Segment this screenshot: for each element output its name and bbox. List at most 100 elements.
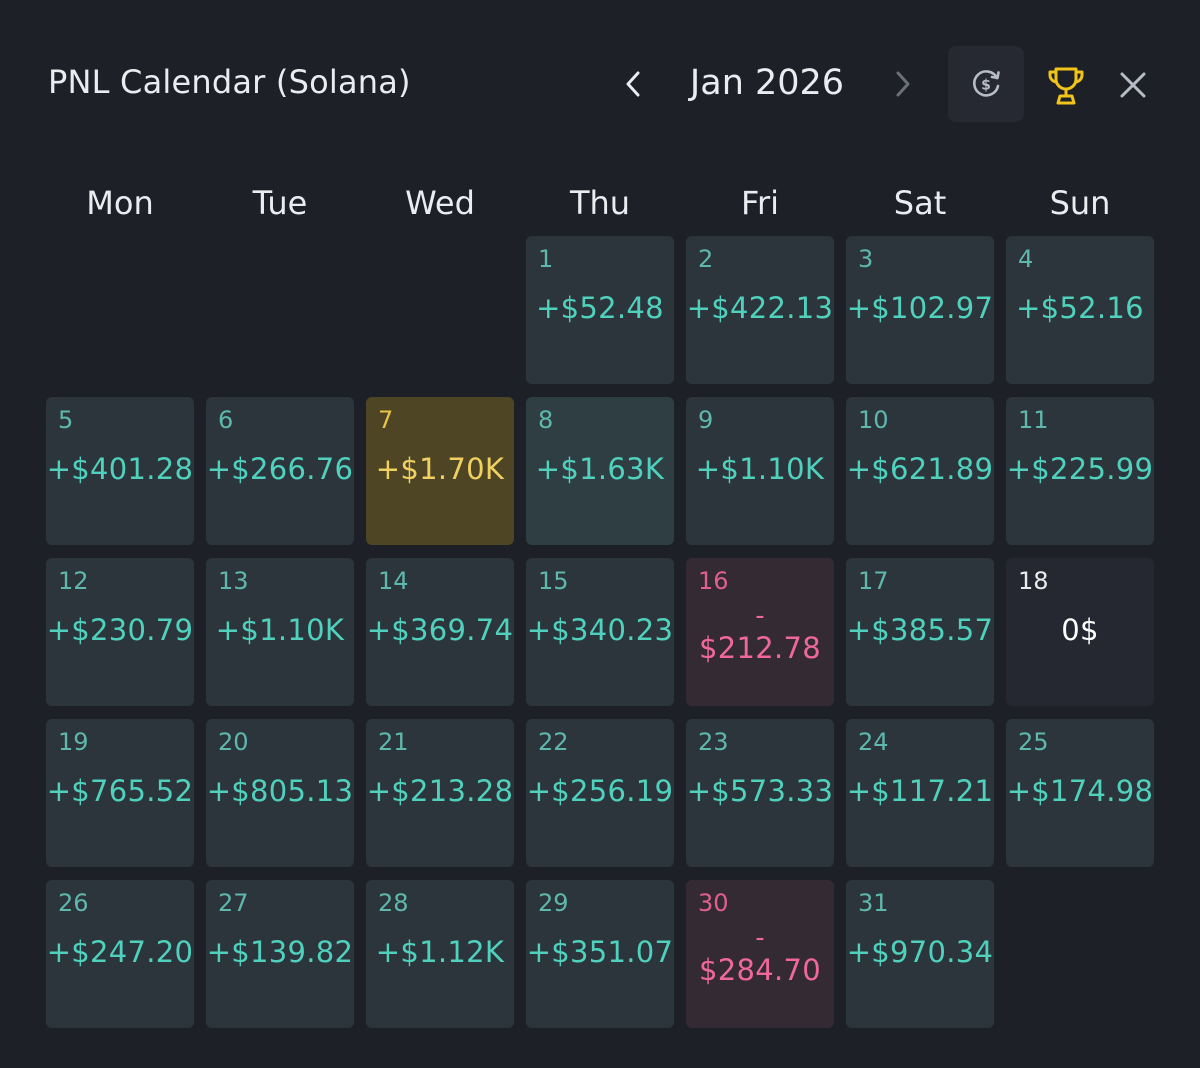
chevron-right-icon xyxy=(896,71,910,97)
day-cell-19[interactable]: 19 +$765.52 xyxy=(46,719,194,867)
day-cell-24[interactable]: 24 +$117.21 xyxy=(846,719,994,867)
day-cell-5[interactable]: 5 +$401.28 xyxy=(46,397,194,545)
pnl-value: +$52.48 xyxy=(536,291,664,325)
pnl-value: +$805.13 xyxy=(206,774,354,808)
day-number: 2 xyxy=(698,245,714,273)
day-cell-14[interactable]: 14 +$369.74 xyxy=(366,558,514,706)
pnl-value: +$369.74 xyxy=(366,613,514,647)
day-cell-7[interactable]: 7 +$1.70K xyxy=(366,397,514,545)
close-icon xyxy=(1120,72,1146,98)
leaderboard-button[interactable] xyxy=(1044,64,1088,108)
pnl-value: +$174.98 xyxy=(1006,774,1154,808)
day-cell-17[interactable]: 17 +$385.57 xyxy=(846,558,994,706)
day-cell-22[interactable]: 22 +$256.19 xyxy=(526,719,674,867)
day-number: 16 xyxy=(698,567,729,595)
trophy-icon xyxy=(1048,67,1084,105)
pnl-value: +$266.76 xyxy=(206,452,354,486)
pnl-value: +$340.23 xyxy=(526,613,674,647)
pnl-value: +$621.89 xyxy=(846,452,994,486)
pnl-value: +$970.34 xyxy=(846,935,994,969)
day-cell-1[interactable]: 1 +$52.48 xyxy=(526,236,674,384)
day-number: 4 xyxy=(1018,245,1034,273)
day-number: 25 xyxy=(1018,728,1049,756)
day-number: 31 xyxy=(858,889,889,917)
day-cell-9[interactable]: 9 +$1.10K xyxy=(686,397,834,545)
weekday-wed: Wed xyxy=(405,184,475,222)
day-cell-29[interactable]: 29 +$351.07 xyxy=(526,880,674,1028)
day-cell-6[interactable]: 6 +$266.76 xyxy=(206,397,354,545)
weekday-sun: Sun xyxy=(1049,184,1111,222)
pnl-value: +$1.63K xyxy=(535,452,665,486)
day-cell-21[interactable]: 21 +$213.28 xyxy=(366,719,514,867)
day-cell-31[interactable]: 31 +$970.34 xyxy=(846,880,994,1028)
day-cell-13[interactable]: 13 +$1.10K xyxy=(206,558,354,706)
pnl-value: +$117.21 xyxy=(846,774,994,808)
pnl-value: +$765.52 xyxy=(46,774,194,808)
day-cell-3[interactable]: 3 +$102.97 xyxy=(846,236,994,384)
pnl-value: +$573.33 xyxy=(686,774,834,808)
day-cell-30[interactable]: 30 - $284.70 xyxy=(686,880,834,1028)
pnl-value: +$401.28 xyxy=(46,452,194,486)
weekday-mon: Mon xyxy=(86,184,154,222)
day-number: 26 xyxy=(58,889,89,917)
day-number: 1 xyxy=(538,245,554,273)
day-cell-10[interactable]: 10 +$621.89 xyxy=(846,397,994,545)
day-cell-8[interactable]: 8 +$1.63K xyxy=(526,397,674,545)
day-number: 23 xyxy=(698,728,729,756)
day-number: 15 xyxy=(538,567,569,595)
pnl-value: +$1.10K xyxy=(695,452,825,486)
prev-month-button[interactable] xyxy=(614,64,654,104)
pnl-value: +$351.07 xyxy=(526,935,674,969)
day-number: 14 xyxy=(378,567,409,595)
close-button[interactable] xyxy=(1112,64,1154,106)
day-cell-11[interactable]: 11 +$225.99 xyxy=(1006,397,1154,545)
pnl-value: +$1.12K xyxy=(375,935,505,969)
pnl-value: +$230.79 xyxy=(46,613,194,647)
day-number: 3 xyxy=(858,245,874,273)
day-number: 11 xyxy=(1018,406,1049,434)
day-cell-28[interactable]: 28 +$1.12K xyxy=(366,880,514,1028)
weekday-sat: Sat xyxy=(893,184,947,222)
day-number: 27 xyxy=(218,889,249,917)
day-cell-2[interactable]: 2 +$422.13 xyxy=(686,236,834,384)
day-cell-23[interactable]: 23 +$573.33 xyxy=(686,719,834,867)
day-cell-4[interactable]: 4 +$52.16 xyxy=(1006,236,1154,384)
day-number: 21 xyxy=(378,728,409,756)
pnl-sign: - xyxy=(755,923,765,953)
pnl-value: +$422.13 xyxy=(686,291,834,325)
day-number: 12 xyxy=(58,567,89,595)
pnl-value: +$52.16 xyxy=(1016,291,1144,325)
weekday-tue: Tue xyxy=(252,184,308,222)
day-cell-26[interactable]: 26 +$247.20 xyxy=(46,880,194,1028)
chevron-left-icon xyxy=(626,71,640,97)
pnl-value: +$385.57 xyxy=(846,613,994,647)
pnl-value: $212.78 xyxy=(698,631,822,665)
month-label: Jan 2026 xyxy=(689,63,845,103)
day-number: 8 xyxy=(538,406,554,434)
day-number: 5 xyxy=(58,406,74,434)
day-number: 20 xyxy=(218,728,249,756)
day-cell-20[interactable]: 20 +$805.13 xyxy=(206,719,354,867)
day-cell-15[interactable]: 15 +$340.23 xyxy=(526,558,674,706)
day-number: 29 xyxy=(538,889,569,917)
pnl-sign: - xyxy=(755,601,765,631)
currency-swap-icon: $ xyxy=(973,70,1000,97)
currency-toggle-button[interactable]: $ xyxy=(948,46,1024,122)
day-number: 24 xyxy=(858,728,889,756)
day-number: 6 xyxy=(218,406,234,434)
next-month-button[interactable] xyxy=(882,64,922,104)
pnl-value: +$1.10K xyxy=(215,613,345,647)
day-number: 13 xyxy=(218,567,249,595)
page-title: PNL Calendar (Solana) xyxy=(48,63,411,101)
day-cell-16[interactable]: 16 - $212.78 xyxy=(686,558,834,706)
day-cell-18[interactable]: 18 0$ xyxy=(1006,558,1154,706)
weekday-thu: Thu xyxy=(569,184,631,222)
pnl-value: +$213.28 xyxy=(366,774,514,808)
day-number: 18 xyxy=(1018,567,1049,595)
pnl-value: $284.70 xyxy=(698,953,822,987)
day-cell-27[interactable]: 27 +$139.82 xyxy=(206,880,354,1028)
day-number: 9 xyxy=(698,406,714,434)
pnl-value: +$102.97 xyxy=(846,291,994,325)
day-cell-25[interactable]: 25 +$174.98 xyxy=(1006,719,1154,867)
day-cell-12[interactable]: 12 +$230.79 xyxy=(46,558,194,706)
